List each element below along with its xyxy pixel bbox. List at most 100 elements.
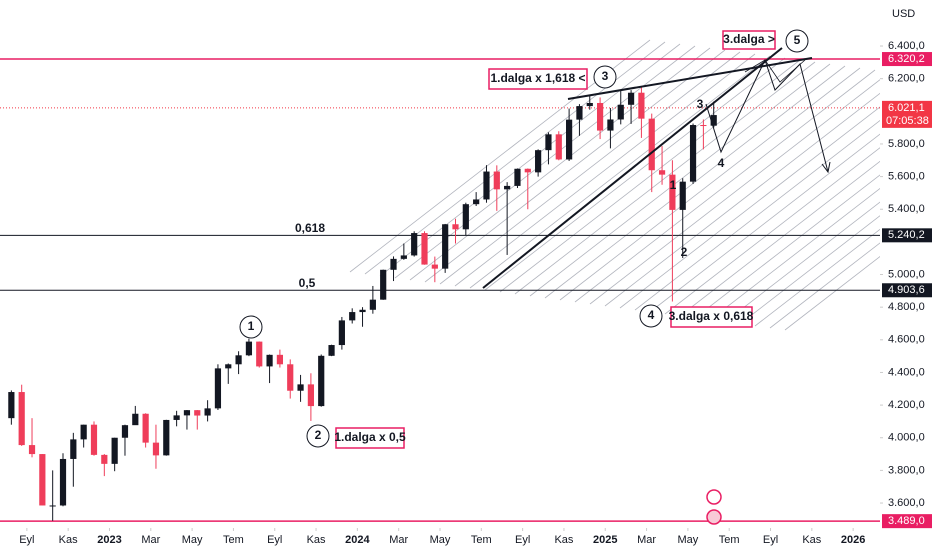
candle-body	[442, 224, 449, 269]
y-tick-label: 5.600,0	[888, 171, 925, 183]
level-label: 5.240,2	[888, 229, 925, 241]
x-tick-label: Mar	[389, 534, 408, 546]
candle-body	[566, 119, 573, 160]
x-tick-label: 2023	[97, 534, 121, 546]
candle-body	[338, 320, 345, 346]
candle-body	[49, 505, 56, 507]
channel-line	[619, 75, 921, 309]
channel-line	[559, 67, 861, 301]
candle-body	[121, 425, 129, 438]
subwave-label: 3	[697, 97, 704, 111]
candle-body	[524, 168, 531, 173]
y-tick-label: 4.600,0	[888, 334, 925, 346]
level-label-box	[882, 283, 932, 298]
x-tick-label: Eyl	[515, 534, 530, 546]
candle-body	[8, 392, 15, 419]
x-tick-label: 2026	[841, 534, 865, 546]
channel-line	[409, 47, 711, 281]
candle-body	[204, 408, 211, 416]
event-icon[interactable]	[706, 509, 722, 525]
note: 1.dalga x 0,5	[334, 430, 406, 444]
candle-body	[214, 368, 222, 409]
level-label: 4.903,6	[888, 284, 925, 296]
fib-label: 0,5	[299, 276, 316, 290]
channel-line	[514, 61, 816, 295]
channel-line	[454, 53, 756, 287]
level-label: 3.489,0	[888, 515, 925, 527]
channel-line	[574, 69, 876, 303]
level-label-box	[882, 514, 932, 529]
note-box	[488, 68, 588, 90]
channel-line	[499, 59, 801, 293]
candle-body	[617, 104, 624, 120]
channel-line	[379, 43, 681, 277]
fib-label: 0,618	[295, 221, 325, 235]
y-tick-label: 4.400,0	[888, 366, 925, 378]
level-label-box	[882, 52, 932, 67]
candle-body	[679, 181, 686, 210]
candle-body	[586, 102, 593, 107]
candle-body	[473, 199, 480, 205]
candle-body	[297, 384, 304, 391]
wave-label: 2	[315, 428, 322, 442]
x-tick-label: Mar	[141, 534, 160, 546]
currency: USD	[892, 8, 915, 20]
candle-body	[183, 410, 191, 416]
trend-line	[567, 57, 813, 100]
candle-body	[400, 255, 407, 259]
y-tick-label: 6.400,0	[888, 40, 925, 52]
candle-body	[266, 354, 273, 367]
candle-body	[638, 92, 645, 119]
candle-body	[132, 413, 139, 426]
candle-body	[80, 424, 87, 440]
candle-body	[101, 454, 108, 464]
candle-body	[18, 392, 25, 446]
note: 1.dalga x 1,618 <	[490, 71, 585, 85]
event-icon[interactable]	[706, 489, 722, 505]
x-tick-label: May	[182, 534, 203, 546]
note: 3.dalga x 0,618	[669, 309, 754, 323]
channel-line	[544, 65, 846, 299]
y-tick-label: 4.200,0	[888, 399, 925, 411]
candle-body	[607, 119, 614, 131]
price-axis	[880, 0, 932, 528]
candle-body	[669, 174, 676, 210]
y-tick-label: 3.600,0	[888, 497, 925, 509]
candle-body	[421, 233, 428, 265]
candle-body	[142, 413, 149, 443]
candle-body	[28, 445, 36, 455]
note-box	[335, 427, 405, 449]
candle-body	[59, 458, 67, 506]
y-tick-label: 5.800,0	[888, 138, 925, 150]
wave-label: 1	[248, 319, 255, 333]
candle-body	[39, 454, 46, 506]
candle-body	[276, 354, 284, 365]
wave-label: 5	[794, 33, 801, 47]
candle-body	[648, 118, 655, 171]
x-tick-label: Tem	[719, 534, 740, 546]
candle-body	[545, 134, 552, 151]
wave-circle	[593, 65, 617, 89]
candle-body	[535, 150, 542, 173]
drawings	[482, 47, 831, 289]
wave-circle	[306, 424, 330, 448]
current-price-box	[882, 100, 932, 128]
x-tick-label: 2025	[593, 534, 617, 546]
arrow-head	[821, 161, 831, 174]
channel-line	[424, 49, 726, 283]
candle-body	[390, 258, 397, 270]
projection	[705, 58, 829, 173]
candle-body	[411, 233, 418, 256]
channel-line	[469, 55, 771, 289]
level-label: 6.320,2	[888, 53, 925, 65]
wave-circle	[639, 304, 663, 328]
candle-body	[163, 419, 170, 456]
candle-body	[504, 185, 511, 190]
channel-line	[529, 63, 831, 297]
candle-body	[307, 384, 314, 407]
candle-body	[576, 106, 583, 120]
candle-body	[380, 269, 387, 300]
x-tick-label: Kas	[554, 534, 573, 546]
